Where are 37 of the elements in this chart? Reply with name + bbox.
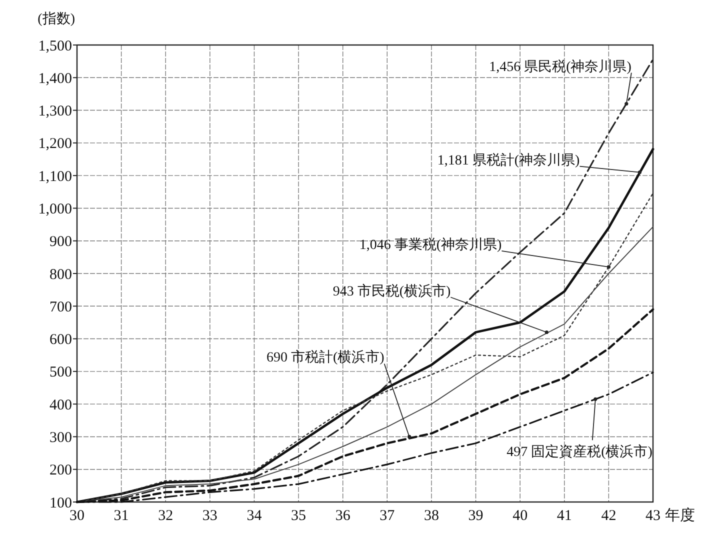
annotation: 497 固定資産税(横浜市) bbox=[506, 444, 653, 460]
x-tick-label: 36 bbox=[335, 508, 351, 524]
annotation: 1,456 県民税(神奈川県) bbox=[489, 58, 632, 75]
x-tick-label: 42 bbox=[601, 508, 616, 524]
y-tick-label: 1,000 bbox=[38, 201, 72, 218]
x-tick-label: 41 bbox=[556, 508, 572, 524]
y-tick-label: 1,200 bbox=[38, 136, 72, 152]
y-tick-label: 300 bbox=[50, 430, 72, 446]
y-tick-label: 1,100 bbox=[38, 168, 72, 185]
y-tick-label: 1,400 bbox=[38, 70, 72, 87]
annotation: 1,181 県税計(神奈川県) bbox=[437, 152, 580, 168]
y-tick-label: 600 bbox=[50, 332, 72, 348]
x-axis-title: 年度 bbox=[665, 507, 695, 524]
y-tick-label: 100 bbox=[50, 495, 72, 512]
x-tick-label: 34 bbox=[246, 508, 262, 524]
x-tick-label: 43 bbox=[646, 508, 660, 524]
x-tick-label: 30 bbox=[70, 508, 84, 524]
y-tick-label: 1,300 bbox=[38, 104, 72, 120]
y-tick-label: 200 bbox=[50, 462, 72, 479]
x-tick-label: 37 bbox=[380, 508, 396, 524]
y-tick-label: 400 bbox=[50, 397, 72, 414]
x-tick-label: 31 bbox=[114, 508, 129, 524]
y-tick-label: 800 bbox=[50, 266, 72, 283]
x-tick-label: 38 bbox=[424, 508, 439, 524]
y-tick-label: 1,500 bbox=[38, 38, 72, 54]
annotation: 1,046 事業税(神奈川県) bbox=[359, 236, 502, 253]
x-tick-label: 35 bbox=[291, 508, 306, 524]
y-tick-label: 500 bbox=[50, 364, 72, 381]
annotation: 943 市民税(横浜市) bbox=[332, 283, 451, 300]
annotation: 690 市税計(横浜市) bbox=[266, 350, 385, 366]
y-tick-label: 900 bbox=[50, 234, 72, 250]
x-tick-label: 32 bbox=[158, 508, 174, 524]
y-axis-title: (指数) bbox=[38, 11, 76, 27]
x-tick-label: 39 bbox=[468, 508, 484, 524]
x-tick-label: 33 bbox=[202, 508, 218, 524]
y-tick-label: 700 bbox=[50, 299, 72, 316]
x-tick-label: 40 bbox=[512, 508, 528, 524]
